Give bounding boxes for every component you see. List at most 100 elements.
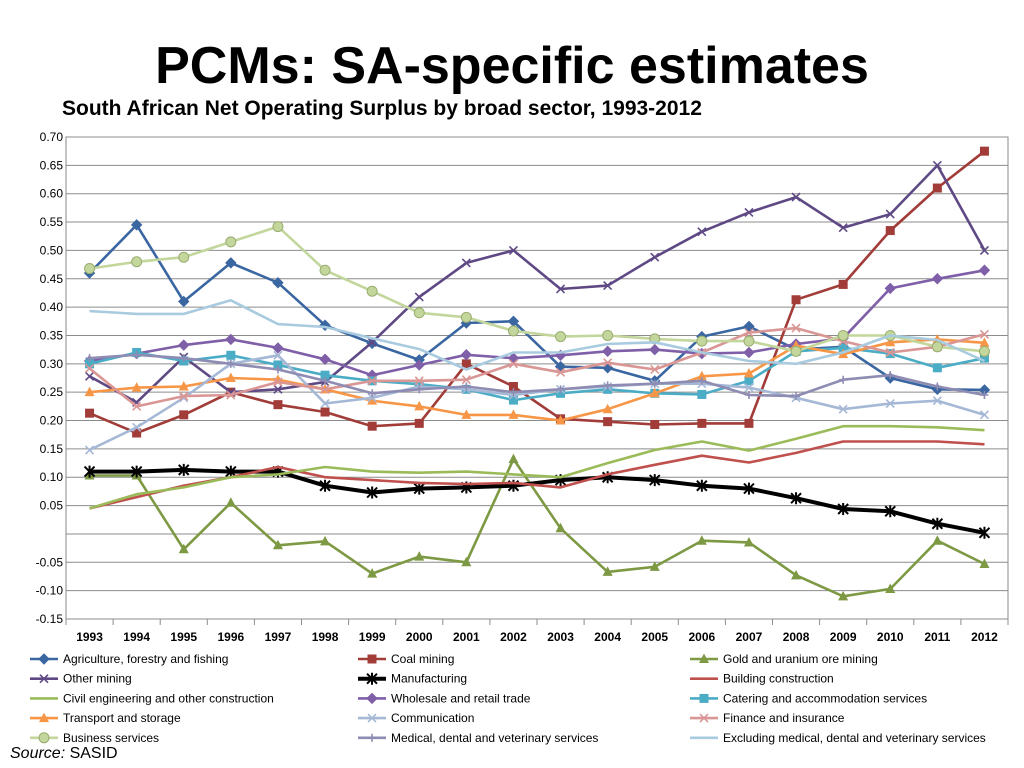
data-point — [85, 354, 94, 363]
x-tick-label: 2002 — [500, 630, 527, 644]
data-point — [650, 379, 659, 388]
data-point — [979, 558, 990, 568]
data-point — [744, 207, 754, 217]
data-point — [461, 375, 471, 385]
legend-label: Building construction — [723, 672, 834, 686]
data-point — [320, 370, 330, 380]
data-point — [885, 209, 895, 219]
data-point — [980, 391, 989, 400]
data-point — [178, 295, 190, 308]
series-2 — [84, 453, 990, 601]
data-point — [321, 376, 330, 385]
data-point — [603, 381, 612, 390]
data-point — [273, 400, 283, 410]
data-point — [84, 386, 95, 397]
legend-item: Wholesale and retail trade — [358, 691, 531, 705]
data-point — [697, 227, 707, 237]
data-point — [413, 482, 425, 495]
data-point — [932, 183, 942, 193]
data-point — [699, 713, 709, 723]
data-point — [84, 445, 95, 455]
data-point — [460, 311, 472, 323]
data-point — [132, 401, 142, 411]
legend-item: Civil engineering and other construction — [30, 691, 274, 705]
data-point — [368, 389, 377, 398]
legend-label: Gold and uranium ore mining — [723, 652, 878, 666]
data-point — [743, 482, 755, 495]
data-point — [368, 733, 376, 742]
data-point — [884, 505, 896, 518]
x-tick-label: 2004 — [594, 630, 621, 644]
legend-label: Transport and storage — [63, 711, 181, 725]
series-layer — [83, 146, 991, 601]
data-point — [273, 360, 283, 370]
series-12 — [84, 221, 990, 357]
data-point — [885, 336, 896, 347]
x-tick-label: 1999 — [359, 630, 386, 644]
y-tick-label: 0.30 — [40, 357, 64, 371]
data-point — [39, 712, 49, 723]
data-point — [838, 223, 848, 233]
y-tick-label: 0.15 — [40, 442, 64, 456]
data-point — [603, 358, 613, 368]
data-point — [225, 257, 237, 269]
legend-item: Communication — [358, 711, 474, 725]
data-point — [649, 561, 660, 571]
data-point — [460, 349, 473, 361]
legend-item: Manufacturing — [358, 672, 467, 686]
y-tick-label: 0.65 — [40, 158, 64, 172]
series-line — [89, 346, 985, 402]
x-tick-label: 2005 — [641, 630, 668, 644]
data-point — [130, 465, 143, 478]
data-point — [603, 417, 613, 427]
source-note: Source: SASID — [10, 744, 118, 764]
data-point — [414, 551, 425, 561]
y-tick-label: 0.40 — [40, 300, 64, 314]
legend-item: Coal mining — [358, 652, 454, 666]
data-point — [461, 556, 472, 567]
data-point — [696, 370, 707, 381]
y-tick-label: 0.20 — [40, 414, 64, 428]
data-point — [743, 335, 755, 347]
data-point — [839, 375, 848, 384]
data-point — [602, 566, 613, 576]
data-point — [130, 219, 143, 231]
data-point — [790, 492, 802, 505]
legend-item: Catering and accommodation services — [690, 691, 927, 705]
series-4 — [83, 463, 991, 539]
data-point — [650, 419, 660, 429]
data-point — [319, 353, 331, 365]
data-point — [743, 346, 755, 359]
chart-title: South African Net Operating Surplus by b… — [62, 97, 702, 120]
series-6 — [89, 424, 985, 510]
data-point — [461, 409, 472, 419]
data-point — [555, 331, 567, 343]
data-point — [979, 353, 989, 363]
data-point — [367, 713, 377, 723]
data-point — [179, 354, 188, 363]
data-point — [791, 569, 802, 580]
data-point — [413, 359, 425, 371]
data-point — [555, 522, 566, 533]
series-line — [89, 353, 985, 398]
data-point — [367, 421, 377, 431]
y-tick-label: 0.70 — [40, 130, 64, 144]
data-point — [699, 693, 709, 703]
data-point — [885, 583, 896, 593]
data-point — [697, 376, 706, 385]
data-point — [508, 453, 519, 464]
legend-label: Manufacturing — [391, 672, 467, 686]
x-tick-label: 2003 — [547, 630, 574, 644]
data-point — [649, 474, 661, 487]
x-tick-label: 1993 — [76, 630, 103, 644]
y-tick-label: 0.35 — [40, 328, 64, 342]
data-point — [790, 345, 802, 357]
data-point — [461, 258, 471, 268]
data-point — [319, 479, 331, 492]
data-point — [884, 282, 896, 295]
data-point — [791, 295, 801, 305]
data-point — [273, 377, 283, 387]
data-point — [85, 359, 95, 369]
legend-label: Agriculture, forestry and fishing — [63, 652, 228, 666]
x-tick-label: 2011 — [924, 630, 950, 644]
